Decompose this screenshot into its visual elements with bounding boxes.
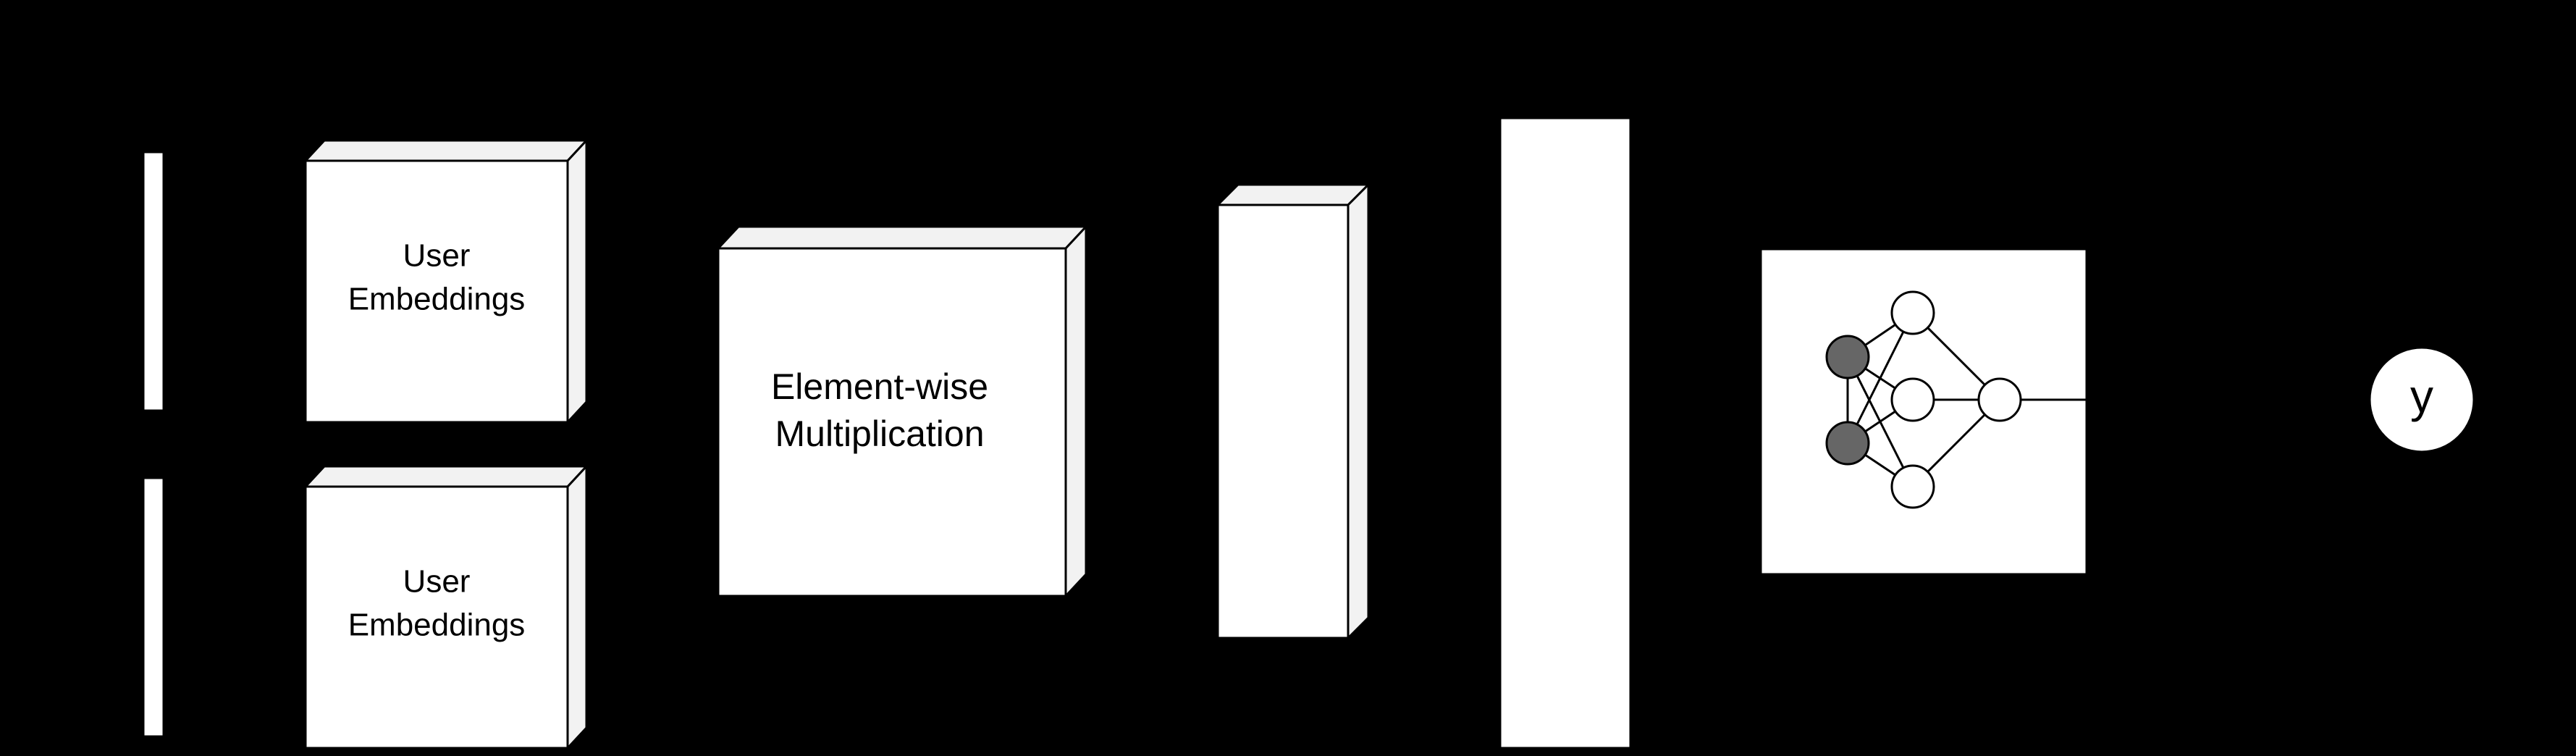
cube-front-face <box>304 485 569 749</box>
network-input-node-1 <box>1825 335 1870 379</box>
user-embeddings-bottom-label-line1: User <box>403 564 471 600</box>
cube-top-face <box>303 139 589 162</box>
flatten-layer-block <box>1499 117 1632 749</box>
output-circle <box>2368 346 2475 453</box>
cube-side-face <box>1064 224 1087 599</box>
user-embeddings-top-label-line1: User <box>403 238 471 274</box>
cube-side-face <box>1347 182 1370 641</box>
output-label: y <box>2410 370 2433 422</box>
cube-front-face <box>1216 203 1350 639</box>
network-hidden-node-3 <box>1890 464 1935 509</box>
intermediate-vector-block <box>1215 182 1371 641</box>
elementwise-multiplication-block: Element-wise Multiplication <box>715 224 1089 599</box>
network-input-node-2 <box>1825 421 1870 466</box>
network-output-node <box>1977 377 2022 422</box>
elementwise-label-line1: Element-wise <box>771 366 988 407</box>
cube-top-face <box>1215 183 1371 206</box>
output-node: y <box>2368 346 2475 453</box>
input-vector-bottom <box>142 476 165 738</box>
cube-front-face <box>304 159 569 424</box>
input-vector-top <box>142 151 165 412</box>
elementwise-label-line2: Multiplication <box>775 413 984 454</box>
user-embeddings-block-top: User Embeddings <box>303 138 589 425</box>
user-embeddings-block-bottom: User Embeddings <box>303 463 589 751</box>
cube-side-face <box>566 138 588 425</box>
user-embeddings-top-label-line2: Embeddings <box>348 282 526 317</box>
cube-top-face <box>715 225 1089 250</box>
cube-side-face <box>566 463 588 751</box>
cube-top-face <box>303 465 589 488</box>
cube-front-face <box>717 247 1067 597</box>
neural-network-block <box>1759 248 2088 576</box>
network-hidden-node-2 <box>1890 377 1935 422</box>
user-embeddings-bottom-label-line2: Embeddings <box>348 608 526 643</box>
network-hidden-node-1 <box>1890 290 1935 335</box>
